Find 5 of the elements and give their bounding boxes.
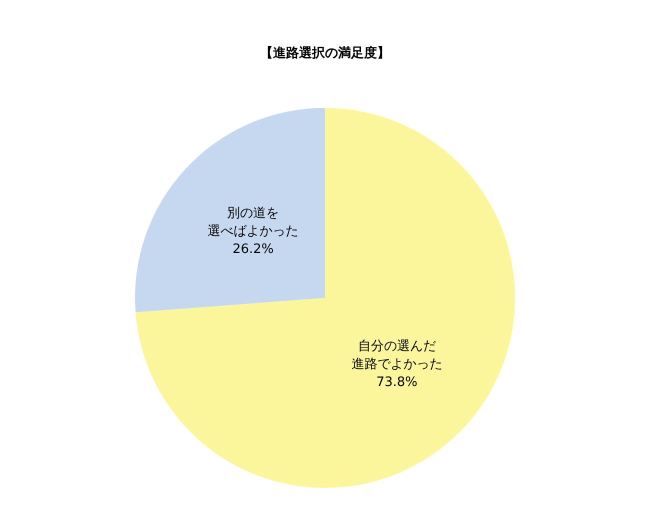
slice-label: 別の道を選べばよかった <box>208 206 299 239</box>
data-label: 73.8% <box>376 375 418 390</box>
slice-label: 自分の選んだ進路でよかった <box>351 339 442 372</box>
data-label: 26.2% <box>232 242 274 257</box>
chart-title: 【進路選択の満足度】 <box>260 45 390 61</box>
